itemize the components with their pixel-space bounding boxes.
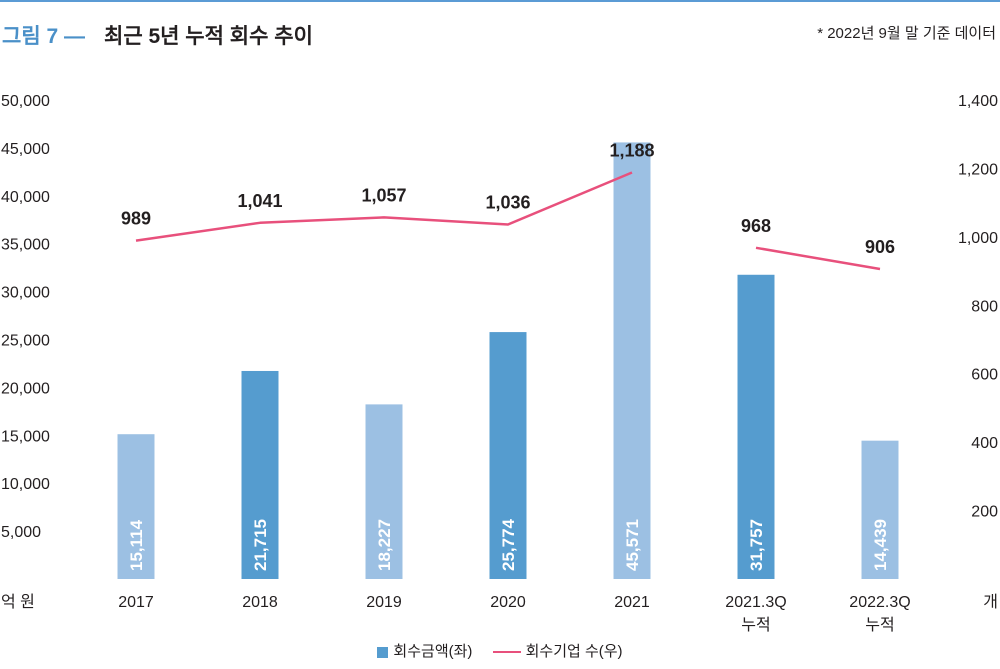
figure-label: 그림 7 —	[2, 25, 85, 48]
line-series-companies	[135, 171, 633, 242]
legend-label-amount: 회수금액(좌)	[393, 643, 473, 660]
left-axis-tick-label: 45,000	[1, 141, 50, 158]
bar-collection-amount	[613, 142, 651, 580]
x-axis-category-label: 2021	[614, 594, 650, 611]
right-axis-unit: 개	[983, 593, 998, 611]
left-axis-tick-label: 30,000	[1, 285, 50, 302]
x-axis-category-label: 2018	[242, 594, 278, 611]
chart-title: 최근 5년 누적 회수 추이	[104, 25, 313, 48]
x-axis-category-label: 2020	[490, 594, 526, 611]
legend-label-companies: 회수기업 수(우)	[525, 643, 623, 660]
left-axis-tick-label: 10,000	[1, 476, 50, 493]
left-axis-tick-label: 15,000	[1, 428, 50, 445]
right-axis-tick-label: 200	[971, 504, 998, 521]
bar-value-label: 14,439	[871, 519, 890, 571]
right-axis-tick-label: 800	[971, 298, 998, 315]
data-note: * 2022년 9월 말 기준 데이터	[817, 25, 996, 42]
top-rule	[0, 0, 1000, 2]
chart-header: 그림 7 — 최근 5년 누적 회수 추이 * 2022년 9월 말 기준 데이…	[0, 16, 1000, 52]
right-axis-tick-label: 600	[971, 367, 998, 384]
bar-value-label: 18,227	[375, 519, 394, 571]
left-axis-tick-label: 20,000	[1, 380, 50, 397]
bar-value-label: 31,757	[747, 519, 766, 571]
bar-value-label: 21,715	[251, 519, 270, 571]
x-axis-category-label: 2022.3Q 누적	[849, 594, 910, 634]
left-axis-tick-label: 5,000	[1, 524, 41, 541]
left-axis-tick-label: 50,000	[1, 93, 50, 110]
line-value-label: 906	[865, 237, 895, 257]
left-axis-unit: 억 원	[1, 593, 35, 611]
bar-collection-amount	[489, 332, 527, 579]
line-series-companies	[755, 246, 881, 271]
chart-legend: 회수금액(좌) 회수기업 수(우)	[0, 640, 1000, 661]
bar-value-label: 25,774	[499, 518, 518, 571]
right-axis-tick-label: 1,200	[958, 161, 998, 178]
bar-collection-amount	[861, 440, 899, 579]
legend-item-companies: 회수기업 수(우)	[492, 640, 623, 661]
legend-item-amount: 회수금액(좌)	[377, 640, 472, 661]
bar-collection-amount	[117, 434, 155, 579]
bar-collection-amount	[365, 404, 403, 579]
x-axis-category-label: 2021.3Q 누적	[725, 594, 786, 634]
left-axis-tick-label: 25,000	[1, 333, 50, 350]
right-axis-tick-label: 1,000	[958, 230, 998, 247]
legend-swatch-bar	[377, 646, 389, 658]
bar-collection-amount	[737, 274, 775, 579]
left-axis-tick-label: 35,000	[1, 237, 50, 254]
legend-swatch-line	[492, 651, 521, 654]
bar-collection-amount	[241, 370, 279, 579]
line-value-label: 1,057	[361, 185, 406, 205]
left-axis-tick-label: 40,000	[1, 189, 50, 206]
line-value-label: 1,036	[485, 193, 530, 213]
right-axis-tick-label: 1,400	[958, 93, 998, 110]
right-axis-tick-label: 400	[971, 435, 998, 452]
line-value-label: 989	[121, 209, 151, 229]
bar-value-label: 45,571	[623, 519, 642, 571]
line-value-label: 1,188	[609, 141, 654, 161]
line-value-label: 968	[741, 216, 771, 236]
line-value-label: 1,041	[237, 191, 282, 211]
x-axis-category-label: 2019	[366, 594, 402, 611]
x-axis-category-label: 2017	[118, 594, 154, 611]
bar-value-label: 15,114	[127, 519, 146, 571]
